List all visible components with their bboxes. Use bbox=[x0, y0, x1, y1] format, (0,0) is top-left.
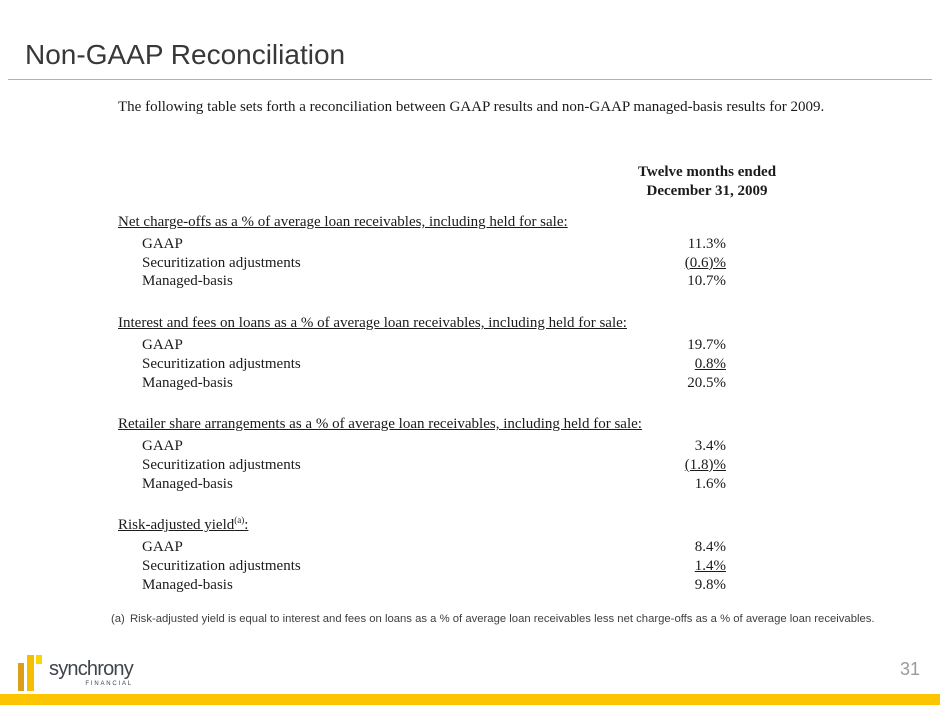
logo-bar-left bbox=[18, 663, 24, 691]
table-period-header: Twelve months ended December 31, 2009 bbox=[595, 163, 819, 201]
period-header-line1: Twelve months ended bbox=[637, 164, 777, 180]
row-value: 1.6% bbox=[694, 475, 726, 492]
table-row: Securitization adjustments 0.8% bbox=[118, 355, 726, 374]
row-value: 0.8% bbox=[694, 355, 726, 372]
table-row: Managed-basis 9.8% bbox=[118, 576, 726, 595]
table-row: Securitization adjustments (0.6)% bbox=[118, 254, 726, 273]
footnote: (a) Risk-adjusted yield is equal to inter… bbox=[111, 613, 881, 625]
period-header-line2: December 31, 2009 bbox=[646, 183, 768, 199]
footnote-marker: (a) bbox=[111, 613, 125, 625]
table-row: Securitization adjustments (1.8)% bbox=[118, 456, 726, 475]
section-risk-adjusted-yield: Risk-adjusted yield(a): GAAP 8.4% Securi… bbox=[118, 511, 726, 594]
logo-bar-middle bbox=[27, 655, 34, 691]
row-value: 8.4% bbox=[694, 539, 726, 556]
table-row: GAAP 8.4% bbox=[118, 538, 726, 557]
row-label: Managed-basis bbox=[142, 475, 233, 492]
section-heading-colon: : bbox=[244, 517, 249, 534]
row-value: (1.8)% bbox=[684, 456, 726, 473]
row-value: 10.7% bbox=[687, 273, 726, 290]
section-net-charge-offs: Net charge-offs as a % of average loan r… bbox=[118, 208, 726, 291]
footnote-text: Risk-adjusted yield is equal to interest… bbox=[130, 613, 875, 625]
section-heading-text: Net charge-offs as a % of average loan r… bbox=[118, 214, 568, 230]
logo-text: synchrony bbox=[49, 658, 134, 680]
row-value: (0.6)% bbox=[684, 254, 726, 271]
logo-bar-dot bbox=[36, 655, 42, 664]
row-label: Managed-basis bbox=[142, 273, 233, 290]
row-label: Securitization adjustments bbox=[142, 355, 301, 372]
page-title: Non-GAAP Reconciliation bbox=[25, 39, 346, 70]
synchrony-logo: synchrony FINANCIAL bbox=[18, 652, 134, 692]
row-value: 1.4% bbox=[694, 558, 726, 575]
section-heading-text: Risk-adjusted yield bbox=[118, 517, 235, 534]
row-label: Securitization adjustments bbox=[142, 558, 301, 575]
logo-bars-icon bbox=[18, 652, 43, 692]
row-label: Securitization adjustments bbox=[142, 254, 301, 271]
reconciliation-table: Net charge-offs as a % of average loan r… bbox=[118, 208, 726, 612]
section-retailer-share: Retailer share arrangements as a % of av… bbox=[118, 410, 726, 493]
section-heading: Retailer share arrangements as a % of av… bbox=[118, 410, 726, 434]
row-label: GAAP bbox=[142, 337, 183, 354]
row-label: Managed-basis bbox=[142, 374, 233, 391]
row-label: Managed-basis bbox=[142, 576, 233, 593]
section-interest-and-fees: Interest and fees on loans as a % of ave… bbox=[118, 309, 726, 392]
row-label: Securitization adjustments bbox=[142, 456, 301, 473]
footnote-ref: (a) bbox=[234, 515, 245, 526]
table-row: Managed-basis 20.5% bbox=[118, 374, 726, 393]
table-row: Securitization adjustments 1.4% bbox=[118, 557, 726, 576]
section-heading: Net charge-offs as a % of average loan r… bbox=[118, 208, 726, 232]
title-divider bbox=[8, 79, 932, 80]
intro-text: The following table sets forth a reconci… bbox=[118, 99, 825, 115]
section-heading-text: Interest and fees on loans as a % of ave… bbox=[118, 315, 627, 332]
row-value: 19.7% bbox=[687, 337, 726, 354]
table-row: GAAP 3.4% bbox=[118, 437, 726, 456]
row-label: GAAP bbox=[142, 539, 183, 556]
row-value: 3.4% bbox=[694, 438, 726, 455]
row-label: GAAP bbox=[142, 236, 183, 252]
table-row: GAAP 11.3% bbox=[118, 235, 726, 254]
row-value: 9.8% bbox=[694, 576, 726, 593]
section-heading-text: Retailer share arrangements as a % of av… bbox=[118, 416, 642, 433]
page-number: 31 bbox=[899, 659, 920, 679]
section-heading: Interest and fees on loans as a % of ave… bbox=[118, 309, 726, 333]
bottom-accent-bar bbox=[0, 694, 940, 705]
logo-subtext: FINANCIAL bbox=[85, 681, 133, 687]
logo-wordmark: synchrony FINANCIAL bbox=[49, 658, 134, 692]
table-row: GAAP 19.7% bbox=[118, 336, 726, 355]
section-heading: Risk-adjusted yield(a): bbox=[118, 511, 726, 535]
row-label: GAAP bbox=[142, 438, 183, 455]
row-value: 11.3% bbox=[687, 236, 726, 252]
row-value: 20.5% bbox=[687, 374, 726, 391]
table-row: Managed-basis 10.7% bbox=[118, 272, 726, 291]
table-row: Managed-basis 1.6% bbox=[118, 475, 726, 494]
